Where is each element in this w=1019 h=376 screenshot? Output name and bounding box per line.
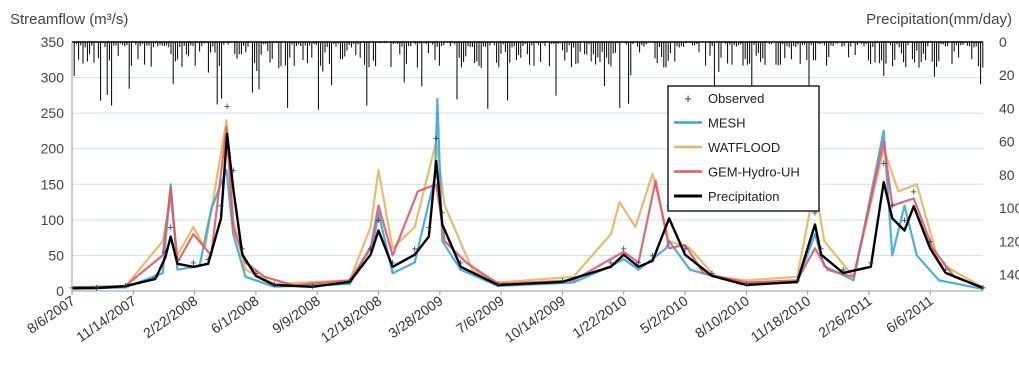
observed-point: + bbox=[239, 243, 245, 255]
y-right-tick-label: 40 bbox=[999, 100, 1015, 116]
observed-point: + bbox=[649, 250, 655, 262]
observed-point: + bbox=[559, 275, 565, 287]
observed-point: + bbox=[868, 258, 874, 270]
observed-point: + bbox=[433, 133, 439, 145]
observed-point: + bbox=[230, 165, 236, 177]
observed-point: + bbox=[439, 208, 445, 220]
series-line-mesh bbox=[71, 97, 984, 290]
series-line-precipitation bbox=[72, 132, 984, 290]
observed-point: + bbox=[794, 275, 800, 287]
observed-point: + bbox=[880, 158, 886, 170]
y-right-axis-label: Precipitation(mm/day) bbox=[866, 11, 1012, 28]
observed-point: + bbox=[375, 215, 381, 227]
y-left-tick-label: 350 bbox=[41, 34, 65, 50]
y-right-tick-label: 60 bbox=[999, 134, 1015, 150]
observed-point: + bbox=[218, 201, 224, 213]
observed-point: + bbox=[457, 258, 463, 270]
legend-label: Precipitation bbox=[708, 189, 780, 204]
observed-point: + bbox=[743, 279, 749, 291]
y-left-tick-label: 0 bbox=[56, 283, 64, 299]
y-left-axis-label: Streamflow (m³/s) bbox=[10, 11, 128, 28]
observed-point: + bbox=[495, 279, 501, 291]
y-left-tick-label: 300 bbox=[41, 70, 65, 86]
observed-point: + bbox=[253, 268, 259, 280]
observed-point: + bbox=[162, 247, 168, 259]
legend-marker-observed: + bbox=[684, 91, 692, 106]
observed-point: + bbox=[942, 265, 948, 277]
precipitation-bars bbox=[71, 41, 984, 110]
y-left-tick-label: 100 bbox=[41, 212, 65, 228]
series-lines: + + + + + + + + + + + + + + + + + + + + + + + + + + + + + + + + + + + + + + + +… bbox=[69, 97, 986, 294]
observed-point: + bbox=[205, 254, 211, 266]
legend-label: MESH bbox=[708, 116, 746, 131]
y-right-tick-label: 120 bbox=[999, 233, 1019, 249]
legend-box bbox=[667, 85, 820, 212]
observed-point: + bbox=[818, 243, 824, 255]
observed-point: + bbox=[174, 254, 180, 266]
legend-label: WATFLOOD bbox=[708, 140, 780, 155]
y-right-tick-label: 0 bbox=[999, 34, 1007, 50]
observed-point: + bbox=[152, 272, 158, 284]
y-right-tick-label: 100 bbox=[999, 200, 1019, 216]
observed-point: + bbox=[122, 280, 128, 292]
observed-point: + bbox=[812, 208, 818, 220]
observed-point: + bbox=[608, 258, 614, 270]
observed-point: + bbox=[93, 282, 99, 294]
y-left-tick-label: 250 bbox=[41, 105, 65, 121]
observed-point: + bbox=[309, 281, 315, 293]
observed-point: + bbox=[709, 268, 715, 280]
y-right-tick-label: 80 bbox=[999, 167, 1015, 183]
legend-label: GEM-Hydro-UH bbox=[708, 165, 800, 180]
y-left-tick-label: 150 bbox=[41, 176, 65, 192]
observed-point: + bbox=[901, 215, 907, 227]
legend: + Observed MESH WATFLOOD GEM-Hydro-UH Precipi… bbox=[667, 85, 820, 212]
observed-point: + bbox=[840, 265, 846, 277]
observed-point: + bbox=[911, 186, 917, 198]
legend-label: Observed bbox=[708, 91, 764, 106]
observed-point: + bbox=[367, 243, 373, 255]
observed-point: + bbox=[271, 279, 277, 291]
observed-point: + bbox=[346, 275, 352, 287]
observed-point: + bbox=[682, 243, 688, 255]
y-left-tick-label: 50 bbox=[48, 247, 64, 263]
observed-point: + bbox=[190, 258, 196, 270]
observed-point: + bbox=[889, 201, 895, 213]
observed-point: + bbox=[927, 236, 933, 248]
observed-point: + bbox=[426, 222, 432, 234]
y-right-tick-label: 140 bbox=[999, 267, 1019, 283]
y-left-tick-label: 200 bbox=[41, 141, 65, 157]
observed-point: + bbox=[167, 222, 173, 234]
observed-point: + bbox=[980, 282, 986, 294]
observed-point: + bbox=[411, 243, 417, 255]
observed-point: + bbox=[621, 243, 627, 255]
observed-point: + bbox=[635, 258, 641, 270]
y-right-tick-label: 20 bbox=[999, 67, 1015, 83]
observed-point: + bbox=[224, 101, 230, 113]
series-line-gem-hydro-uh bbox=[71, 126, 984, 289]
observed-point: + bbox=[389, 258, 395, 270]
